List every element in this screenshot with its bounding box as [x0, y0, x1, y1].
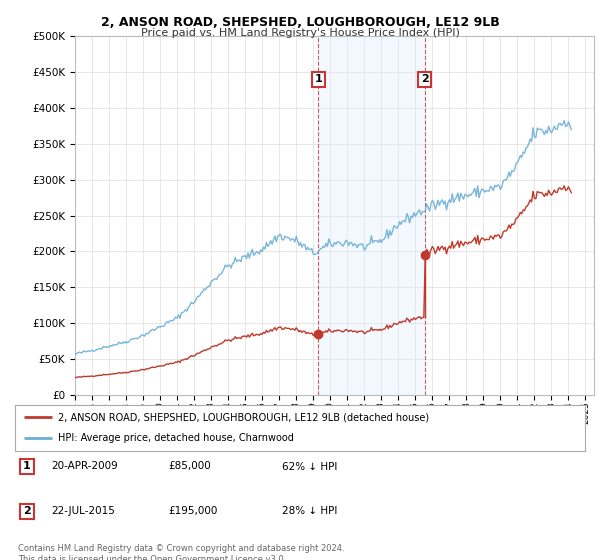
Bar: [573, 36, 594, 395]
Text: Price paid vs. HM Land Registry's House Price Index (HPI): Price paid vs. HM Land Registry's House …: [140, 28, 460, 38]
Text: 62% ↓ HPI: 62% ↓ HPI: [282, 461, 337, 472]
Text: 2: 2: [23, 506, 31, 516]
Text: £85,000: £85,000: [168, 461, 211, 472]
Text: 1: 1: [314, 74, 322, 85]
Text: 2: 2: [421, 74, 428, 85]
Text: 1: 1: [23, 461, 31, 472]
Text: 28% ↓ HPI: 28% ↓ HPI: [282, 506, 337, 516]
Text: 22-JUL-2015: 22-JUL-2015: [51, 506, 115, 516]
Text: 2, ANSON ROAD, SHEPSHED, LOUGHBOROUGH, LE12 9LB: 2, ANSON ROAD, SHEPSHED, LOUGHBOROUGH, L…: [101, 16, 499, 29]
Text: 2, ANSON ROAD, SHEPSHED, LOUGHBOROUGH, LE12 9LB (detached house): 2, ANSON ROAD, SHEPSHED, LOUGHBOROUGH, L…: [58, 412, 429, 422]
Text: HPI: Average price, detached house, Charnwood: HPI: Average price, detached house, Char…: [58, 433, 293, 444]
Text: 20-APR-2009: 20-APR-2009: [51, 461, 118, 472]
Text: £195,000: £195,000: [168, 506, 217, 516]
Text: Contains HM Land Registry data © Crown copyright and database right 2024.
This d: Contains HM Land Registry data © Crown c…: [18, 544, 344, 560]
Bar: [319, 36, 425, 395]
